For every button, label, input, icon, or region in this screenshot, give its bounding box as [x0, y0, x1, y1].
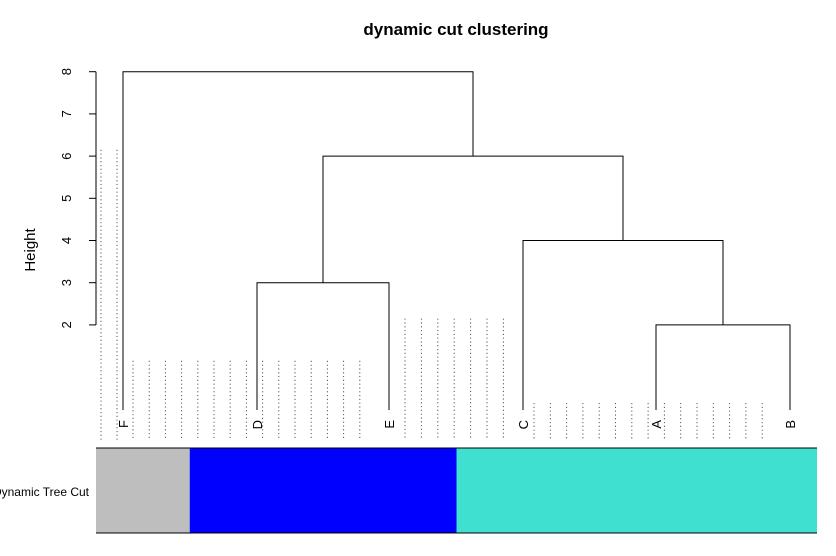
dendrogram-tree: [122, 71, 791, 410]
y-tick-label: 7: [59, 110, 74, 117]
y-tick-label: 8: [59, 68, 74, 75]
leaf-label: E: [382, 420, 397, 429]
color-bar: [96, 447, 817, 534]
merge-link: [655, 324, 791, 410]
color-bar-segment: [189, 448, 457, 533]
y-tick-label: 4: [59, 237, 74, 244]
y-tick-label: 5: [59, 195, 74, 202]
color-bar-segment: [456, 448, 817, 533]
leaf-label: D: [250, 420, 265, 429]
leaf-label: B: [783, 420, 798, 429]
color-bar-segment: [96, 448, 190, 533]
chart-title: dynamic cut clustering: [363, 20, 548, 39]
leaf-label: F: [116, 420, 131, 428]
y-tick-label: 3: [59, 279, 74, 286]
merge-link: [322, 155, 624, 283]
leaf-guides: [100, 149, 763, 440]
color-bar-label: Dynamic Tree Cut: [0, 485, 90, 499]
y-axis-label: Height: [22, 227, 39, 271]
merge-link: [256, 282, 390, 410]
leaf-label: A: [649, 420, 664, 429]
leaf-label: C: [516, 420, 531, 429]
y-axis: 2 3 4 5 6 7 8: [59, 68, 97, 329]
y-tick-label: 2: [59, 321, 74, 328]
merge-link: [122, 71, 474, 410]
y-tick-label: 6: [59, 152, 74, 159]
